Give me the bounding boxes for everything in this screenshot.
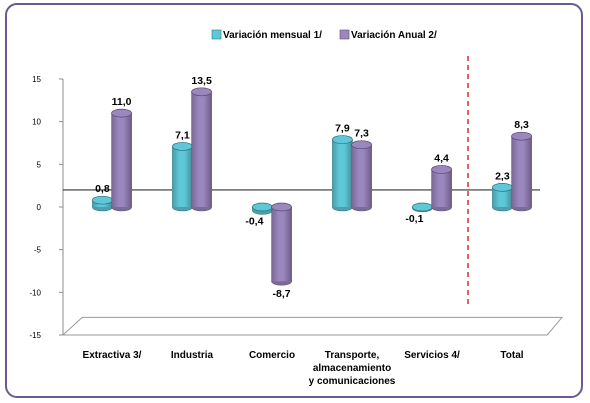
- bar-top-1-1: [191, 87, 212, 97]
- y-tick-label: -15: [29, 331, 41, 340]
- data-label-1-1: 13,5: [191, 75, 212, 87]
- legend-label-0: Variación mensual 1/: [223, 30, 322, 41]
- bar-top-1-2: [271, 202, 292, 212]
- category-label: y comunicaciones: [309, 376, 396, 387]
- category-label: Extractiva 3/: [83, 350, 142, 361]
- data-label-1-0: 11,0: [112, 96, 132, 108]
- legend-swatch-0: [211, 29, 222, 40]
- bar-top-0-2: [252, 202, 273, 212]
- category-label: Total: [500, 350, 523, 361]
- bar-top-1-5: [511, 131, 532, 141]
- data-label-1-5: 8,3: [514, 119, 529, 131]
- y-tick-label: -5: [34, 246, 42, 255]
- bar-top-0-0: [92, 195, 113, 205]
- bar-body-1-2: [271, 207, 292, 282]
- legend-label-1: Variación Anual 2/: [351, 30, 437, 41]
- bar-top-0-1: [172, 142, 193, 151]
- data-label-0-5: 2,3: [495, 170, 510, 182]
- y-tick-label: 15: [32, 75, 41, 84]
- bar-top-0-5: [492, 183, 513, 192]
- bar-body-0-3: [332, 139, 353, 207]
- legend-swatch-1: [339, 29, 350, 40]
- chart-floor: [61, 316, 564, 336]
- category-label: Comercio: [249, 350, 295, 361]
- data-label-1-3: 7,3: [354, 128, 369, 140]
- bar-body-1-0: [111, 113, 132, 207]
- bar-body-0-1: [172, 146, 193, 207]
- data-label-1-4: 4,4: [434, 152, 449, 164]
- y-tick-label: -10: [29, 288, 41, 297]
- bar-top-1-0: [111, 108, 132, 118]
- bar-top-1-3: [351, 140, 372, 150]
- bar-body-1-1: [191, 91, 212, 207]
- category-label: Servicios 4/: [404, 350, 460, 361]
- category-label: Industria: [171, 350, 214, 361]
- y-tick-label: 0: [37, 203, 42, 212]
- bar-top-1-4: [431, 165, 452, 174]
- bar-top-0-4: [412, 202, 433, 212]
- category-label: Transporte,: [325, 350, 380, 361]
- bar-top-0-3: [332, 135, 353, 144]
- bar-body-0-5: [492, 187, 513, 207]
- category-label: almacenamiento: [313, 363, 391, 374]
- y-tick-label: 10: [32, 118, 41, 127]
- data-label-0-3: 7,9: [335, 123, 350, 135]
- data-label-0-0: 0,8: [95, 183, 110, 195]
- bar-body-1-4: [431, 169, 452, 207]
- data-label-0-4: -0,1: [405, 213, 423, 225]
- y-tick-label: 5: [37, 160, 42, 169]
- data-label-1-2: -8,7: [273, 288, 291, 300]
- bar-body-1-3: [351, 144, 372, 207]
- data-label-0-1: 7,1: [175, 129, 190, 141]
- bar-body-1-5: [511, 136, 532, 207]
- data-label-0-2: -0,4: [245, 215, 263, 227]
